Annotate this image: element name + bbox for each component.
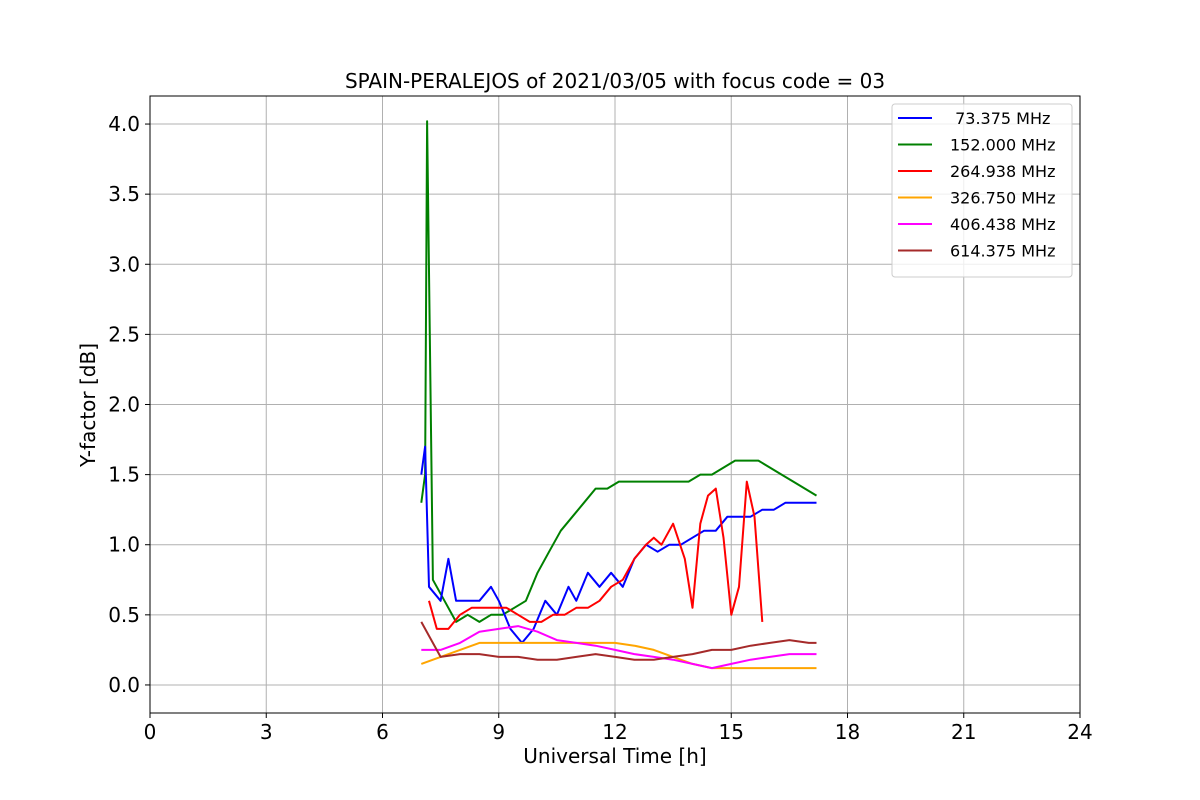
x-axis-label: Universal Time [h] [523,744,706,768]
series-line-0 [420,445,817,644]
y-tick-label: 4.0 [108,112,140,136]
y-axis-label: Y-factor [dB] [76,343,100,468]
y-tick-label: 3.5 [108,182,140,206]
y-tick-label: 1.0 [108,533,140,557]
legend-label: 326.750 MHz [950,189,1055,208]
legend: 73.375 MHz 152.000 MHz 264.938 MHz 326.750 … [891,103,1073,278]
x-tick-label: 3 [260,720,273,744]
legend-box [891,103,1073,278]
legend-label: 614.375 MHz [950,242,1055,261]
x-tick-label: 12 [602,720,627,744]
x-tick-label: 24 [1067,720,1092,744]
legend-label: 73.375 MHz [950,109,1050,128]
legend-label: 406.438 MHz [950,215,1055,234]
x-tick-label: 15 [719,720,744,744]
y-tick-label: 2.0 [108,393,140,417]
legend-label: 152.000 MHz [950,136,1055,155]
series-line-1 [420,120,818,623]
legend-label: 264.938 MHz [950,162,1055,181]
series-line-5 [420,621,817,661]
x-tick-label: 9 [492,720,505,744]
y-tick-label: 2.5 [108,322,140,346]
x-tick-label: 0 [144,720,157,744]
x-axis: 0 3 6 9 12 15 18 21 24 [144,713,1093,744]
y-tick-label: 1.5 [108,463,140,487]
y-tick-label: 0.0 [108,673,140,697]
y-tick-label: 3.0 [108,252,140,276]
chart-title: SPAIN-PERALEJOS of 2021/03/05 with focus… [345,69,885,93]
x-tick-label: 18 [835,720,860,744]
series-line-4 [421,625,817,670]
y-axis: 0.0 0.5 1.0 1.5 2.0 2.5 3.0 3.5 4.0 [108,112,150,697]
x-tick-label: 21 [951,720,976,744]
series-line-2 [428,480,764,630]
y-tick-label: 0.5 [108,603,140,627]
x-tick-label: 6 [376,720,389,744]
series-layer [420,120,818,670]
series-line-3 [420,641,817,670]
